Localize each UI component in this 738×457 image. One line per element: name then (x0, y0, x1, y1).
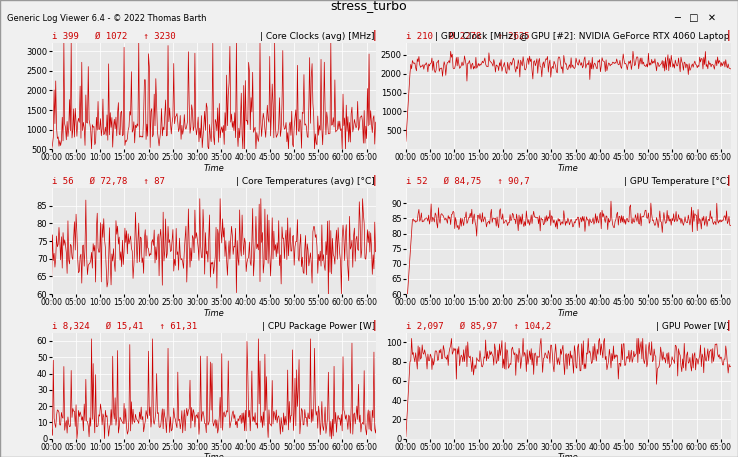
Text: ─   □   ✕: ─ □ ✕ (674, 13, 716, 23)
Text: | Core Temperatures (avg) [°C]: | Core Temperatures (avg) [°C] (236, 177, 375, 186)
X-axis label: Time: Time (558, 308, 579, 318)
Text: |: | (373, 175, 376, 186)
Text: | CPU Package Power [W]: | CPU Package Power [W] (262, 322, 375, 330)
X-axis label: Time: Time (204, 164, 224, 173)
Text: |: | (727, 319, 731, 330)
Text: stress_turbo: stress_turbo (331, 0, 407, 12)
Text: |: | (727, 30, 731, 41)
Text: | GPU Clock [MHz] @ GPU [#2]: NVIDIA GeForce RTX 4060 Laptop: | GPU Clock [MHz] @ GPU [#2]: NVIDIA GeF… (435, 32, 729, 41)
X-axis label: Time: Time (204, 453, 224, 457)
Text: i 399   Ø 1072   ↑ 3230: i 399 Ø 1072 ↑ 3230 (52, 32, 176, 41)
Text: |: | (373, 319, 376, 330)
Text: |: | (373, 30, 376, 41)
Text: i 210   Ø 2278   ↑ 2625: i 210 Ø 2278 ↑ 2625 (406, 32, 530, 41)
Text: | GPU Temperature [°C]: | GPU Temperature [°C] (624, 177, 729, 186)
Text: |: | (727, 175, 731, 186)
X-axis label: Time: Time (558, 164, 579, 173)
Text: i 56   Ø 72,78   ↑ 87: i 56 Ø 72,78 ↑ 87 (52, 177, 165, 186)
Text: Generic Log Viewer 6.4 - © 2022 Thomas Barth: Generic Log Viewer 6.4 - © 2022 Thomas B… (7, 14, 207, 23)
Text: i 8,324   Ø 15,41   ↑ 61,31: i 8,324 Ø 15,41 ↑ 61,31 (52, 322, 197, 330)
Text: i 52   Ø 84,75   ↑ 90,7: i 52 Ø 84,75 ↑ 90,7 (406, 177, 530, 186)
Text: | Core Clocks (avg) [MHz]: | Core Clocks (avg) [MHz] (261, 32, 375, 41)
X-axis label: Time: Time (558, 453, 579, 457)
Text: i 2,097   Ø 85,97   ↑ 104,2: i 2,097 Ø 85,97 ↑ 104,2 (406, 322, 551, 330)
X-axis label: Time: Time (204, 308, 224, 318)
Text: | GPU Power [W]: | GPU Power [W] (655, 322, 729, 330)
